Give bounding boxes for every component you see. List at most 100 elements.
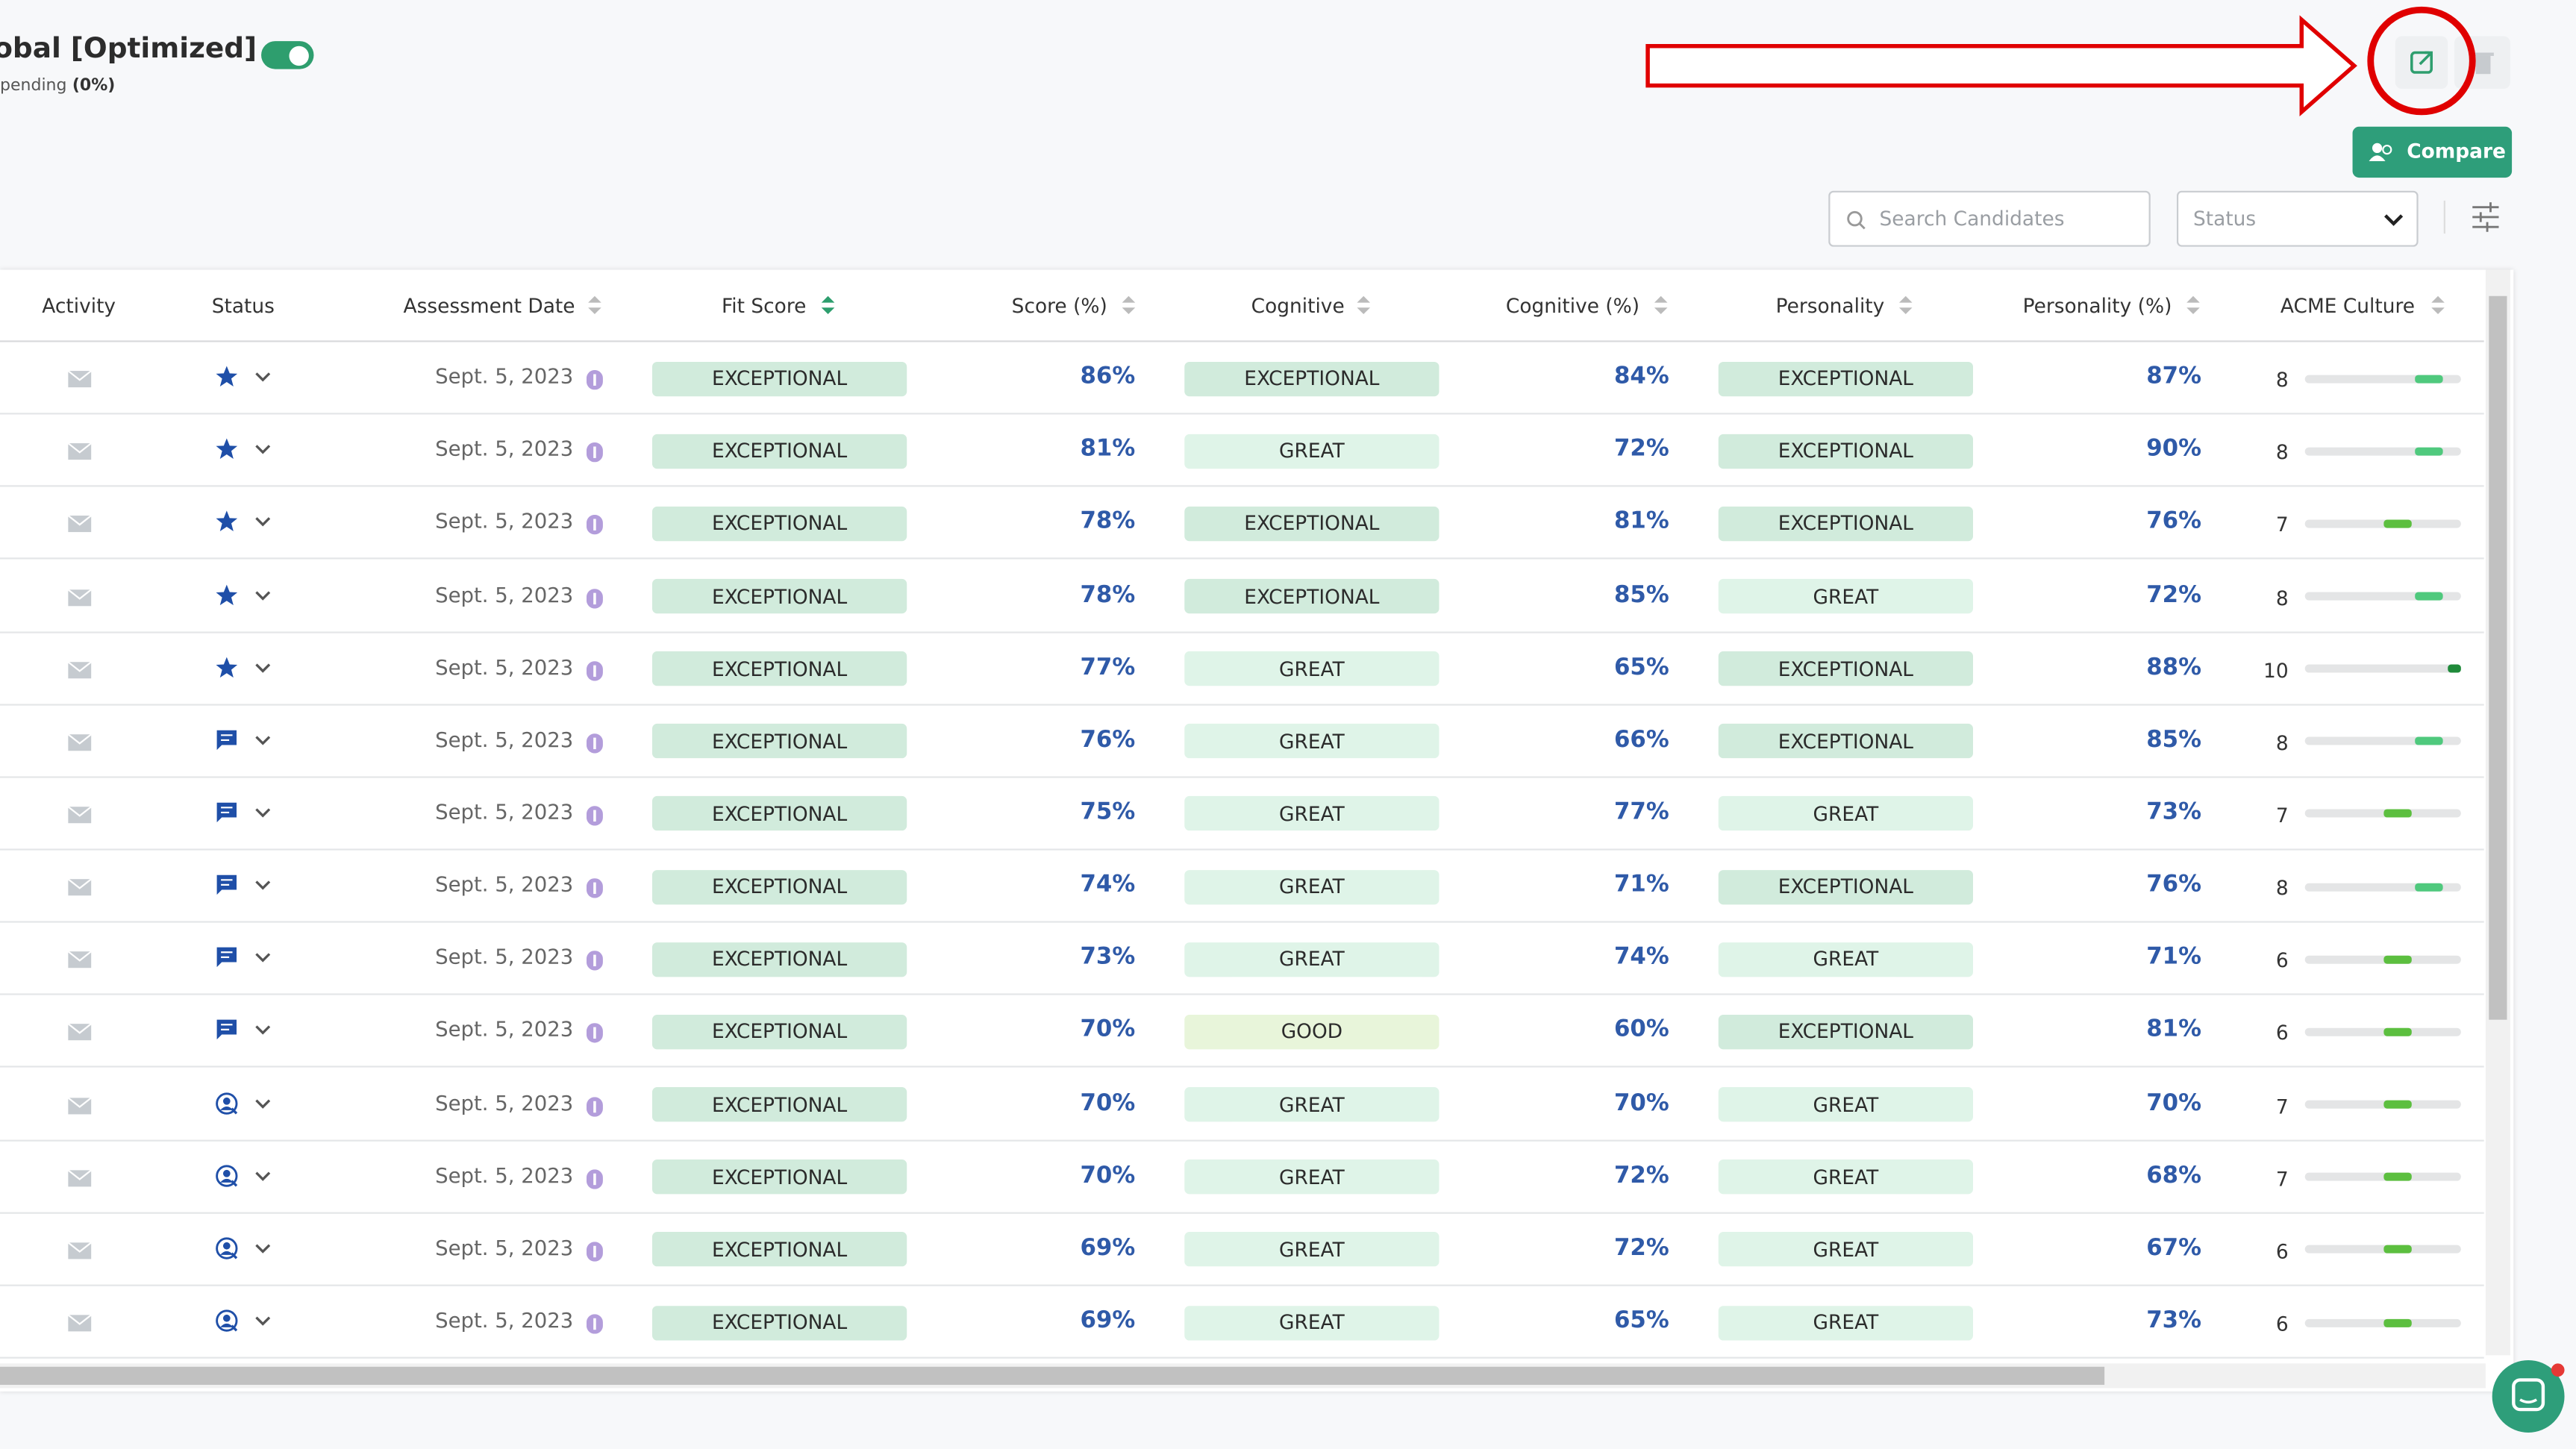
status-chevron[interactable] bbox=[255, 1316, 271, 1326]
sort-icon[interactable] bbox=[1357, 307, 1371, 315]
search-icon[interactable] bbox=[1845, 209, 1868, 232]
compare-icon[interactable] bbox=[2369, 142, 2395, 165]
sort-icon[interactable] bbox=[821, 295, 835, 318]
table-row[interactable]: Sept. 5, 2023 EXCEPTIONAL 75% GREAT 77% GREAT… bbox=[0, 777, 2484, 851]
edit-button[interactable] bbox=[2410, 51, 2433, 74]
status-chevron[interactable] bbox=[255, 1171, 271, 1181]
sort-icon[interactable] bbox=[2431, 307, 2445, 315]
delete-button[interactable] bbox=[2454, 36, 2510, 90]
search-icon[interactable] bbox=[1847, 210, 1863, 227]
sort-icon[interactable] bbox=[588, 295, 601, 318]
status-chevron[interactable] bbox=[255, 590, 271, 600]
sort-icon[interactable] bbox=[1898, 295, 1913, 318]
chat-button[interactable] bbox=[2492, 1359, 2565, 1433]
sort-icon[interactable] bbox=[1654, 295, 1668, 303]
table-row[interactable]: Sept. 5, 2023 EXCEPTIONAL 74% GREAT 71% EXCEP… bbox=[0, 851, 2484, 924]
sort-icon[interactable] bbox=[1654, 307, 1668, 315]
status-chevron[interactable] bbox=[254, 516, 271, 529]
sort-icon[interactable] bbox=[821, 295, 835, 303]
chat-button[interactable] bbox=[2512, 1378, 2545, 1412]
status-chevron[interactable] bbox=[255, 1098, 271, 1108]
status-chevron[interactable] bbox=[254, 878, 271, 892]
sort-icon[interactable] bbox=[821, 307, 835, 315]
column-header[interactable]: Personality bbox=[1775, 294, 1885, 318]
status-chevron[interactable] bbox=[254, 1024, 271, 1037]
search-icon[interactable] bbox=[1859, 222, 1866, 230]
sort-icon[interactable] bbox=[1122, 295, 1136, 318]
status-chevron[interactable] bbox=[254, 370, 271, 384]
delete-button[interactable] bbox=[2475, 55, 2491, 75]
status-chevron[interactable] bbox=[255, 808, 271, 818]
sort-icon[interactable] bbox=[1357, 295, 1371, 318]
table-row[interactable]: Sept. 5, 2023 EXCEPTIONAL 70% GOOD 60% EXCEPT… bbox=[0, 995, 2484, 1068]
sort-icon[interactable] bbox=[588, 307, 601, 315]
status-select[interactable]: Status bbox=[2176, 190, 2419, 247]
column-header[interactable]: Fit Score bbox=[722, 294, 807, 318]
search-placeholder[interactable]: Search Candidates bbox=[1879, 207, 2065, 231]
sort-icon[interactable] bbox=[1357, 295, 1371, 303]
sort-icon[interactable] bbox=[2186, 307, 2200, 315]
vertical-scrollbar-thumb[interactable] bbox=[2489, 295, 2507, 1020]
chat-button[interactable] bbox=[2551, 1363, 2565, 1377]
status-chevron[interactable] bbox=[254, 806, 271, 819]
sort-icon[interactable] bbox=[2186, 295, 2200, 318]
column-header[interactable]: ACME Culture bbox=[2280, 294, 2415, 318]
table-row[interactable]: Sept. 5, 2023 EXCEPTIONAL 78% EXCEPTIONAL 81… bbox=[0, 487, 2484, 560]
status-chevron[interactable] bbox=[254, 660, 271, 674]
sort-icon[interactable] bbox=[588, 295, 601, 318]
status-chevron[interactable] bbox=[254, 1096, 271, 1110]
sort-icon[interactable] bbox=[1898, 295, 1913, 303]
table-row[interactable]: Sept. 5, 2023 EXCEPTIONAL 69% GREAT 72% GREAT… bbox=[0, 1213, 2484, 1286]
edit-button[interactable] bbox=[2419, 51, 2433, 66]
status-chevron[interactable] bbox=[255, 735, 271, 745]
sort-icon[interactable] bbox=[1654, 295, 1668, 318]
status-chevron[interactable] bbox=[254, 1314, 271, 1327]
toggle[interactable] bbox=[261, 41, 314, 69]
status-chevron[interactable] bbox=[254, 1242, 271, 1255]
table-row[interactable]: Sept. 5, 2023 EXCEPTIONAL 73% GREAT 74% GREAT… bbox=[0, 923, 2484, 996]
select-chevron[interactable] bbox=[2382, 212, 2405, 228]
status-chevron[interactable] bbox=[254, 516, 271, 529]
delete-button[interactable] bbox=[2472, 52, 2494, 56]
sort-icon[interactable] bbox=[2431, 295, 2445, 318]
compare-icon[interactable] bbox=[2369, 142, 2395, 165]
table-row[interactable]: Sept. 5, 2023 EXCEPTIONAL 70% GREAT 70% GREAT… bbox=[0, 1068, 2484, 1141]
status-chevron[interactable] bbox=[254, 733, 271, 747]
status-chevron[interactable] bbox=[254, 1169, 271, 1183]
table-row[interactable]: Sept. 5, 2023 EXCEPTIONAL 86% EXCEPTIONAL 84… bbox=[0, 342, 2484, 415]
compare-icon[interactable] bbox=[2369, 155, 2386, 162]
status-chevron[interactable] bbox=[254, 588, 271, 601]
sort-icon[interactable] bbox=[1654, 295, 1668, 318]
column-header[interactable]: Score (%) bbox=[1011, 294, 1107, 318]
column-header[interactable]: Cognitive (%) bbox=[1505, 294, 1640, 318]
toggle-knob[interactable] bbox=[289, 45, 309, 66]
status-chevron[interactable] bbox=[254, 1169, 271, 1183]
horizontal-scrollbar-thumb[interactable] bbox=[0, 1366, 2105, 1386]
compare-button[interactable]: Compare bbox=[2352, 126, 2513, 178]
sort-icon[interactable] bbox=[1122, 307, 1136, 315]
status-chevron[interactable] bbox=[254, 951, 271, 965]
sort-icon[interactable] bbox=[2431, 295, 2445, 303]
sort-icon[interactable] bbox=[588, 295, 601, 303]
column-header[interactable]: Assessment Date bbox=[403, 294, 575, 318]
status-chevron[interactable] bbox=[254, 660, 271, 674]
sort-icon[interactable] bbox=[1898, 295, 1913, 318]
table-row[interactable]: Sept. 5, 2023 EXCEPTIONAL 81% GREAT 72% EXCEP… bbox=[0, 415, 2484, 488]
filter-settings[interactable] bbox=[2472, 202, 2499, 232]
status-chevron[interactable] bbox=[255, 372, 271, 382]
status-chevron[interactable] bbox=[254, 951, 271, 965]
sort-icon[interactable] bbox=[1122, 295, 1136, 303]
search-icon[interactable] bbox=[1845, 209, 1868, 232]
column-header[interactable]: Cognitive bbox=[1251, 294, 1345, 318]
sort-icon[interactable] bbox=[821, 295, 835, 318]
status-chevron[interactable] bbox=[254, 1096, 271, 1110]
filter-settings[interactable] bbox=[2443, 198, 2502, 237]
table-row[interactable]: Sept. 5, 2023 EXCEPTIONAL 77% GREAT 65% EXCEP… bbox=[0, 633, 2484, 706]
filter-settings[interactable] bbox=[2443, 198, 2502, 237]
status-chevron[interactable] bbox=[254, 1314, 271, 1327]
sort-icon[interactable] bbox=[1122, 295, 1136, 318]
status-chevron[interactable] bbox=[255, 445, 271, 454]
status-chevron[interactable] bbox=[254, 806, 271, 819]
sort-icon[interactable] bbox=[1898, 307, 1913, 315]
status-chevron[interactable] bbox=[255, 953, 271, 963]
